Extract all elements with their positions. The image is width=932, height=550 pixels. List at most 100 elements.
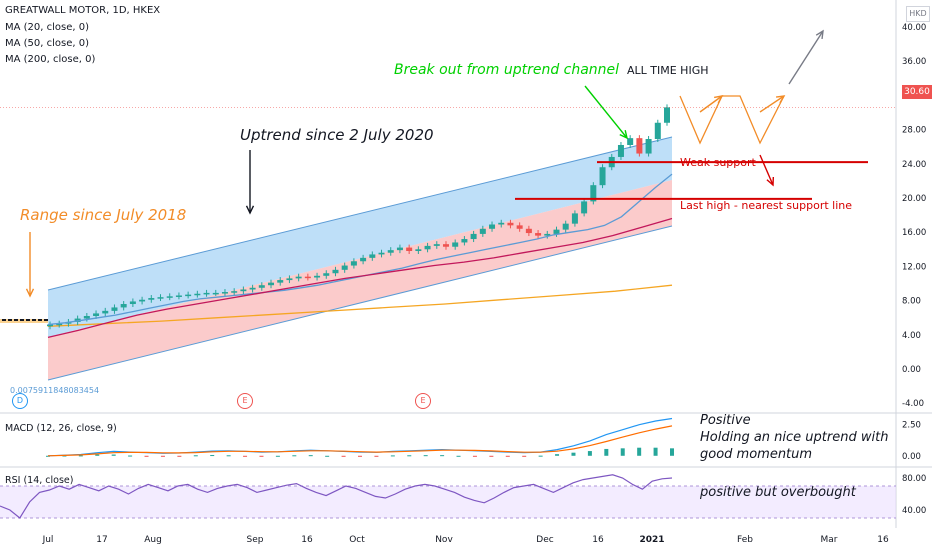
small-value-label: 0.0075911848083454 xyxy=(10,386,100,395)
candle-body xyxy=(571,213,578,224)
candle-body xyxy=(185,294,192,297)
uptrend-channel xyxy=(0,136,673,381)
candle-body xyxy=(56,323,63,326)
macd-histogram-bar xyxy=(620,448,625,456)
macd-histogram-bar xyxy=(95,454,100,456)
breakout-arrow xyxy=(584,85,628,139)
candle-body xyxy=(645,139,652,154)
macd-histogram-bar xyxy=(341,455,346,457)
macd-histogram-bar xyxy=(555,454,560,456)
candle-body xyxy=(26,319,30,321)
ma50-line xyxy=(47,217,673,339)
time-tick-label: 16 xyxy=(592,535,604,545)
macd-histogram-bar xyxy=(604,448,609,456)
macd-note-line1: Positive xyxy=(700,413,751,428)
candle-body xyxy=(203,292,210,295)
time-tick-label: 16 xyxy=(301,535,313,545)
macd-histogram-bar xyxy=(46,455,50,457)
candle-body xyxy=(516,225,523,229)
price-tick-label: 28.00 xyxy=(902,126,926,136)
candle-body xyxy=(664,107,670,123)
weak-support-arrow xyxy=(759,154,774,186)
macd-histogram-bar xyxy=(292,455,297,457)
time-tick-label: Mar xyxy=(821,535,838,545)
zig-arrow-2 xyxy=(759,95,785,113)
channel-upper-band xyxy=(48,137,672,337)
macd-histogram-bar xyxy=(358,455,362,457)
candle-body xyxy=(581,201,588,214)
price-axis: 40.0036.0032.0028.0024.0020.0016.0012.00… xyxy=(902,23,926,516)
candle-body xyxy=(2,319,6,321)
candle-body xyxy=(32,319,36,321)
candle-body xyxy=(93,313,100,316)
time-tick-label: Sep xyxy=(247,535,264,545)
candle-body xyxy=(406,247,413,252)
ma200-legend[interactable]: MA (200, close, 0) xyxy=(5,54,96,65)
dividend-marker[interactable]: D xyxy=(12,393,28,409)
macd-histogram-bar xyxy=(308,455,313,457)
candle-body xyxy=(461,239,468,243)
uptrend-note: Uptrend since 2 July 2020 xyxy=(240,126,434,144)
candle-body xyxy=(258,285,265,288)
rsi-line xyxy=(0,474,673,519)
candle-body xyxy=(44,319,48,321)
zig-arrow-2-head xyxy=(775,95,786,104)
candle-body xyxy=(350,261,357,266)
symbol-title: GREATWALL MOTOR, 1D, HKEX xyxy=(5,5,161,16)
rsi-tick-label: 80.00 xyxy=(902,474,926,484)
candle-body xyxy=(424,245,431,250)
time-tick-label: 16 xyxy=(877,535,889,545)
candle-body xyxy=(544,233,551,236)
candle-body xyxy=(221,292,228,294)
price-tick-label: 24.00 xyxy=(902,160,926,170)
candle-body xyxy=(194,293,201,296)
target-arrow-head xyxy=(815,29,824,40)
candle-body xyxy=(323,273,330,276)
breakout-note: Break out from uptrend channel xyxy=(394,62,620,78)
time-tick-label: Aug xyxy=(144,535,162,545)
candle-body xyxy=(286,278,293,281)
earnings-marker-1[interactable]: E xyxy=(237,393,253,409)
channel-top-line xyxy=(47,136,673,291)
price-tick-label: 36.00 xyxy=(902,57,926,67)
rsi-panel xyxy=(0,474,896,519)
candle-body xyxy=(120,304,127,308)
macd-histogram-bar xyxy=(275,455,280,457)
time-axis: Jul 17 Aug Sep 16 Oct Nov Dec 16 2021 Feb Mar 16 xyxy=(42,535,889,545)
macd-histogram-bar xyxy=(472,455,477,457)
range-arrow-head xyxy=(25,288,35,298)
candle-body xyxy=(249,287,256,290)
zig-arrow-1-head xyxy=(714,95,724,104)
macd-histogram-bar xyxy=(637,447,642,456)
candle-body xyxy=(341,265,348,270)
candle-body xyxy=(166,296,173,298)
candle-body xyxy=(14,319,18,321)
ath-note: ALL TIME HIGH xyxy=(627,64,709,77)
candle-body xyxy=(599,167,606,186)
price-tick-label: 12.00 xyxy=(902,262,926,272)
macd-tick-label: 2.50 xyxy=(902,421,921,431)
candle-body xyxy=(157,297,164,299)
candle-body xyxy=(525,228,532,234)
candle-body xyxy=(268,282,275,286)
macd-tick-label: 0.00 xyxy=(902,452,921,462)
ma50-path xyxy=(47,217,673,339)
candle-body xyxy=(240,289,247,292)
macd-histogram-bar xyxy=(374,455,379,457)
earnings-marker-2[interactable]: E xyxy=(415,393,431,409)
ma50-legend[interactable]: MA (50, close, 0) xyxy=(5,38,90,49)
currency-button[interactable]: HKD xyxy=(906,6,930,22)
candle-body xyxy=(636,138,643,154)
rsi-label[interactable]: RSI (14, close) xyxy=(5,475,74,486)
candle-body xyxy=(129,301,136,305)
candle-body xyxy=(396,247,403,251)
candle-body xyxy=(387,250,394,253)
price-tick-label: 40.00 xyxy=(902,23,926,33)
candle-body xyxy=(415,249,422,252)
macd-histogram-bar xyxy=(210,455,215,457)
ma20-legend[interactable]: MA (20, close, 0) xyxy=(5,22,90,33)
weak-support-arrow-head xyxy=(766,176,775,187)
macd-label[interactable]: MACD (12, 26, close, 9) xyxy=(5,423,117,434)
channel-bottom-line xyxy=(47,225,673,381)
